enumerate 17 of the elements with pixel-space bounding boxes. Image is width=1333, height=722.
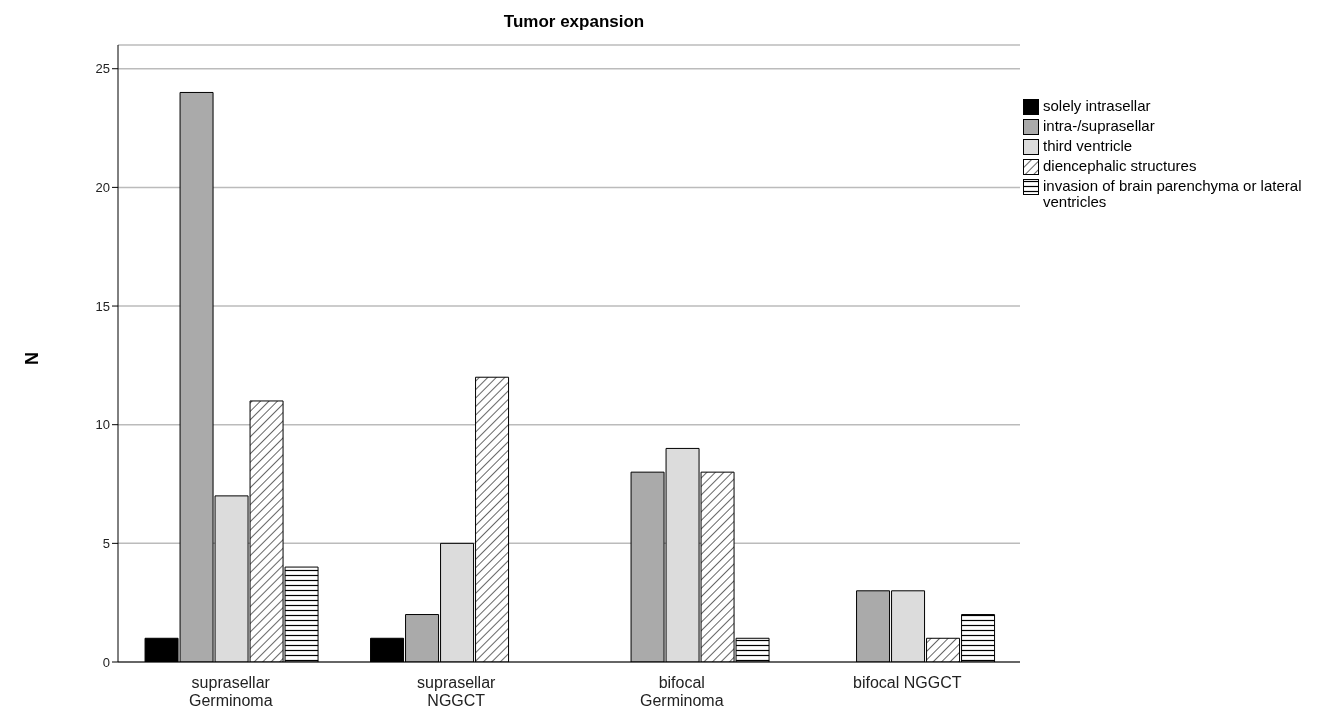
y-tick-label: 10 xyxy=(95,417,110,433)
chart-title: Tumor expansion xyxy=(502,12,646,32)
y-tick-label: 15 xyxy=(95,298,110,314)
x-tick-label: bifocal NGGCT xyxy=(853,674,962,691)
x-tick-label: suprasellar NGGCT xyxy=(417,674,497,709)
y-tick-label: 5 xyxy=(102,535,110,551)
y-tick-label: 20 xyxy=(95,180,110,195)
legend-label: intra-/suprasellar xyxy=(1043,117,1155,134)
legend-label: invasion of brain parenchyma or lateral ventricles xyxy=(1043,177,1303,210)
x-tick-label: suprasellar Germinoma xyxy=(188,674,273,709)
y-axis-title: N xyxy=(22,352,43,365)
legend-label: diencephalic structures xyxy=(1043,157,1197,174)
y-tick-label: 0 xyxy=(102,654,110,670)
legend-label: third ventricle xyxy=(1043,137,1133,154)
legend-label: solely intrasellar xyxy=(1043,97,1151,114)
y-tick-label: 25 xyxy=(95,61,110,77)
x-tick-label: bifocal Germinoma xyxy=(639,674,724,709)
